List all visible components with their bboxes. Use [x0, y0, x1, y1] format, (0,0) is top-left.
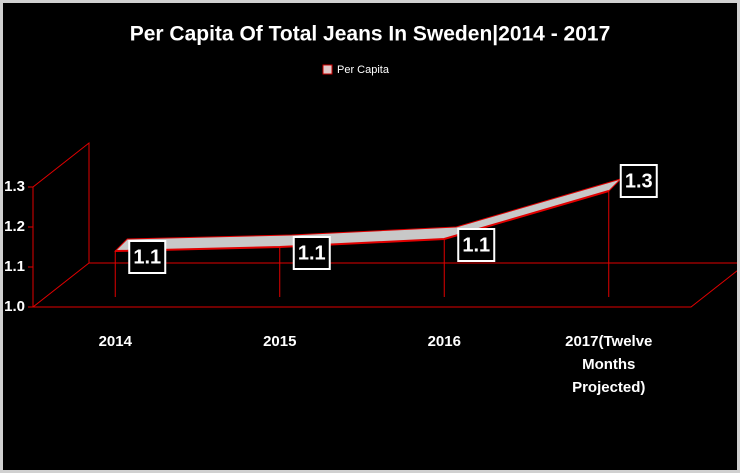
floor: [31, 262, 737, 308]
value-label: 1.3: [625, 170, 653, 192]
chart-svg: Per Capita Of Total Jeans In Sweden|2014…: [4, 23, 737, 315]
legend-swatch: [322, 64, 333, 75]
y-tick-label: 1.1: [4, 258, 25, 275]
value-label: 1.1: [462, 234, 490, 256]
x-tick-label: 2015: [263, 333, 297, 350]
y-tick-label: 1.2: [4, 218, 25, 235]
ribbon: [114, 178, 622, 252]
chart-title: Per Capita Of Total Jeans In Sweden|2014…: [130, 23, 611, 46]
value-label: 1.1: [298, 242, 326, 264]
x-tick-label: 2014: [98, 333, 132, 350]
value-label-box: [619, 164, 658, 198]
value-label-box: [457, 228, 496, 262]
value-label: 1.1: [133, 246, 161, 268]
value-label-box: [292, 236, 331, 270]
y-tick-label: 1.3: [4, 178, 25, 195]
legend-label: Per Capita: [337, 64, 390, 76]
x-tick-label: 2016: [427, 333, 461, 350]
x-tick-label: 2017(Twelve Months Projected): [565, 333, 653, 396]
side-wall: [32, 141, 90, 307]
value-label-box: [128, 240, 167, 274]
line: [115, 190, 610, 252]
y-tick-label: 1.0: [4, 298, 25, 315]
